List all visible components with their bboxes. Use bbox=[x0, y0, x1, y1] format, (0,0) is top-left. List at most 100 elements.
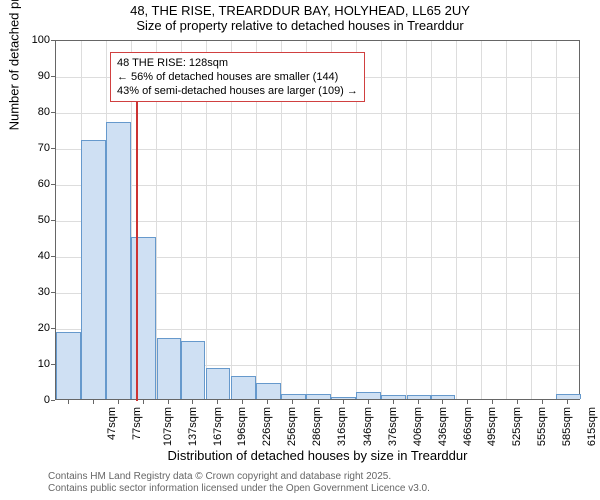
ytick-label: 80 bbox=[10, 106, 50, 118]
xtick-mark bbox=[567, 400, 568, 404]
footnote-line-2: Contains public sector information licen… bbox=[48, 483, 430, 495]
xtick-mark bbox=[492, 400, 493, 404]
histogram-bar bbox=[206, 368, 231, 399]
xtick-mark bbox=[93, 400, 94, 404]
xtick-label: 555sqm bbox=[536, 407, 548, 446]
ytick-label: 50 bbox=[10, 214, 50, 226]
histogram-bar bbox=[157, 338, 182, 399]
xtick-label: 196sqm bbox=[236, 407, 248, 446]
xtick-label: 77sqm bbox=[131, 407, 143, 440]
annotation-line-3: 43% of semi-detached houses are larger (… bbox=[117, 84, 358, 98]
xtick-mark bbox=[143, 400, 144, 404]
gridline-v bbox=[406, 41, 407, 399]
chart-title-line-2: Size of property relative to detached ho… bbox=[0, 18, 600, 33]
chart-title-line-1: 48, THE RISE, TREARDDUR BAY, HOLYHEAD, L… bbox=[0, 0, 600, 18]
xtick-mark bbox=[368, 400, 369, 404]
histogram-bar bbox=[81, 140, 106, 399]
xtick-label: 286sqm bbox=[311, 407, 323, 446]
gridline-h bbox=[56, 113, 579, 114]
xtick-mark bbox=[442, 400, 443, 404]
gridline-v bbox=[381, 41, 382, 399]
xtick-label: 346sqm bbox=[362, 407, 374, 446]
ytick-label: 100 bbox=[10, 34, 50, 46]
chart-container: 48, THE RISE, TREARDDUR BAY, HOLYHEAD, L… bbox=[0, 0, 600, 500]
xtick-label: 525sqm bbox=[511, 407, 523, 446]
ytick-mark bbox=[51, 400, 55, 401]
footnote-line-1: Contains HM Land Registry data © Crown c… bbox=[48, 471, 430, 483]
ytick-mark bbox=[51, 112, 55, 113]
gridline-v bbox=[456, 41, 457, 399]
xtick-label: 47sqm bbox=[106, 407, 118, 440]
ytick-mark bbox=[51, 184, 55, 185]
xtick-mark bbox=[343, 400, 344, 404]
xtick-mark bbox=[242, 400, 243, 404]
xtick-label: 107sqm bbox=[162, 407, 174, 446]
gridline-v bbox=[431, 41, 432, 399]
xtick-mark bbox=[192, 400, 193, 404]
histogram-bar bbox=[331, 397, 356, 399]
histogram-bar bbox=[407, 395, 432, 399]
xtick-mark bbox=[292, 400, 293, 404]
ytick-mark bbox=[51, 256, 55, 257]
gridline-v bbox=[531, 41, 532, 399]
ytick-mark bbox=[51, 292, 55, 293]
xtick-label: 167sqm bbox=[212, 407, 224, 446]
ytick-mark bbox=[51, 148, 55, 149]
ytick-label: 20 bbox=[10, 322, 50, 334]
xtick-mark bbox=[393, 400, 394, 404]
xtick-mark bbox=[418, 400, 419, 404]
ytick-label: 40 bbox=[10, 250, 50, 262]
xtick-label: 466sqm bbox=[462, 407, 474, 446]
xtick-mark bbox=[168, 400, 169, 404]
histogram-bar bbox=[181, 341, 206, 399]
xtick-label: 495sqm bbox=[486, 407, 498, 446]
annotation-line-2: ← 56% of detached houses are smaller (14… bbox=[117, 70, 358, 84]
marker-line bbox=[136, 95, 138, 401]
histogram-bar bbox=[381, 395, 406, 399]
histogram-bar bbox=[556, 394, 581, 399]
xtick-label: 436sqm bbox=[437, 407, 449, 446]
ytick-label: 0 bbox=[10, 394, 50, 406]
histogram-bar bbox=[231, 376, 256, 399]
histogram-bar bbox=[106, 122, 131, 399]
xtick-label: 226sqm bbox=[261, 407, 273, 446]
gridline-h bbox=[56, 221, 579, 222]
annotation-line-1: 48 THE RISE: 128sqm bbox=[117, 56, 358, 70]
ytick-label: 60 bbox=[10, 178, 50, 190]
histogram-bar bbox=[56, 332, 81, 399]
xtick-label: 406sqm bbox=[412, 407, 424, 446]
ytick-mark bbox=[51, 328, 55, 329]
xtick-mark bbox=[217, 400, 218, 404]
xtick-mark bbox=[318, 400, 319, 404]
footnote: Contains HM Land Registry data © Crown c… bbox=[48, 471, 430, 495]
histogram-bar bbox=[356, 392, 381, 399]
xtick-mark bbox=[118, 400, 119, 404]
ytick-label: 30 bbox=[10, 286, 50, 298]
xtick-mark bbox=[68, 400, 69, 404]
gridline-v bbox=[481, 41, 482, 399]
xtick-label: 585sqm bbox=[561, 407, 573, 446]
histogram-bar bbox=[256, 383, 281, 399]
xtick-mark bbox=[267, 400, 268, 404]
xtick-label: 316sqm bbox=[337, 407, 349, 446]
ytick-label: 90 bbox=[10, 70, 50, 82]
ytick-mark bbox=[51, 40, 55, 41]
ytick-mark bbox=[51, 76, 55, 77]
xtick-label: 376sqm bbox=[387, 407, 399, 446]
ytick-mark bbox=[51, 364, 55, 365]
histogram-bar bbox=[281, 394, 306, 399]
gridline-h bbox=[56, 185, 579, 186]
ytick-label: 10 bbox=[10, 358, 50, 370]
gridline-v bbox=[556, 41, 557, 399]
histogram-bar bbox=[131, 237, 156, 399]
xtick-mark bbox=[542, 400, 543, 404]
gridline-h bbox=[56, 149, 579, 150]
xtick-label: 256sqm bbox=[286, 407, 298, 446]
xtick-mark bbox=[467, 400, 468, 404]
gridline-v bbox=[506, 41, 507, 399]
histogram-bar bbox=[306, 394, 331, 399]
xtick-label: 615sqm bbox=[587, 407, 599, 446]
ytick-mark bbox=[51, 220, 55, 221]
xtick-label: 137sqm bbox=[187, 407, 199, 446]
ytick-label: 70 bbox=[10, 142, 50, 154]
